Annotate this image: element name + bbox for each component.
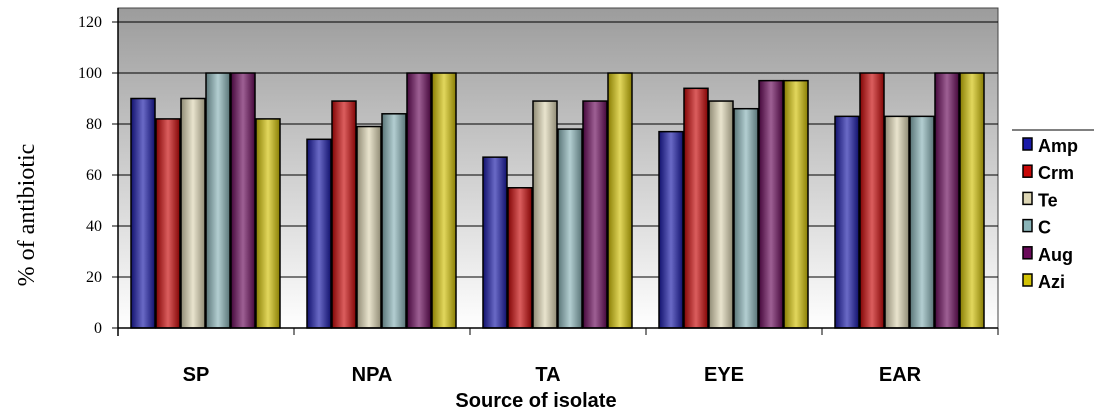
bar-npa-te bbox=[356, 125, 382, 329]
bar-ta-c bbox=[557, 128, 583, 329]
y-tick-label: 80 bbox=[86, 116, 102, 133]
y-tick-labels: 0 20 40 60 80 100 120 bbox=[78, 14, 118, 337]
bar-eye-te bbox=[708, 100, 734, 329]
bar-ta-aug bbox=[582, 100, 608, 329]
bar-ear-te bbox=[884, 115, 910, 329]
y-axis-title: % of antibiotic bbox=[14, 144, 40, 287]
bar-eye-crm bbox=[683, 87, 709, 329]
y-tick-label: 0 bbox=[94, 320, 102, 337]
legend-swatch-c bbox=[1022, 218, 1033, 233]
bar-ta-amp bbox=[482, 156, 508, 329]
bar-sp-crm bbox=[155, 118, 181, 329]
bar-npa-crm bbox=[331, 100, 357, 329]
legend-swatch-azi bbox=[1022, 273, 1033, 287]
bar-ear-c bbox=[909, 115, 935, 329]
bar-eye-amp bbox=[658, 130, 684, 329]
x-category-label: EYE bbox=[704, 364, 744, 386]
x-category-label: TA bbox=[535, 364, 560, 386]
bar-ta-azi bbox=[607, 72, 633, 329]
bar-sp-te bbox=[180, 97, 206, 329]
bar-ear-amp bbox=[834, 115, 860, 329]
y-tick-label: 100 bbox=[78, 65, 102, 82]
x-category-label: NPA bbox=[352, 364, 393, 386]
y-tick-label: 40 bbox=[86, 218, 102, 235]
bar-npa-c bbox=[381, 113, 407, 329]
x-axis-title: Source of isolate bbox=[455, 390, 616, 412]
bar-npa-aug bbox=[406, 72, 432, 329]
y-tick-label: 20 bbox=[86, 269, 102, 286]
bar-sp-c bbox=[205, 72, 231, 329]
legend-label-crm: Crm bbox=[1038, 163, 1074, 183]
axes bbox=[117, 8, 999, 336]
bar-ear-azi bbox=[959, 72, 985, 329]
y-tick-label: 60 bbox=[86, 167, 102, 184]
legend-swatch-crm bbox=[1022, 164, 1033, 178]
legend-swatch-amp bbox=[1022, 137, 1033, 151]
bar-sp-azi bbox=[255, 118, 281, 329]
bars bbox=[130, 72, 985, 329]
bar-eye-azi bbox=[783, 79, 809, 329]
legend: Amp Crm Te C Aug Azi bbox=[1012, 129, 1094, 292]
x-category-labels: SP NPA TA EYE EAR bbox=[183, 364, 922, 386]
bar-sp-amp bbox=[130, 97, 156, 329]
bar-eye-aug bbox=[758, 79, 784, 329]
x-category-label: SP bbox=[183, 364, 210, 386]
legend-label-te: Te bbox=[1038, 190, 1058, 210]
bar-ta-crm bbox=[507, 187, 533, 329]
bar-ta-te bbox=[532, 100, 558, 329]
bar-eye-c bbox=[733, 107, 759, 329]
y-tick-label: 120 bbox=[78, 14, 102, 31]
legend-swatch-te bbox=[1022, 191, 1033, 206]
bar-npa-amp bbox=[306, 138, 332, 329]
legend-label-aug: Aug bbox=[1038, 245, 1073, 265]
bar-ear-crm bbox=[859, 72, 885, 329]
legend-label-c: C bbox=[1038, 218, 1051, 238]
bar-npa-azi bbox=[431, 72, 457, 329]
bar-sp-aug bbox=[230, 72, 256, 329]
legend-label-azi: Azi bbox=[1038, 272, 1065, 292]
x-category-label: EAR bbox=[879, 364, 922, 386]
legend-label-amp: Amp bbox=[1038, 136, 1078, 156]
bar-ear-aug bbox=[934, 72, 960, 329]
legend-swatch-aug bbox=[1022, 246, 1033, 260]
